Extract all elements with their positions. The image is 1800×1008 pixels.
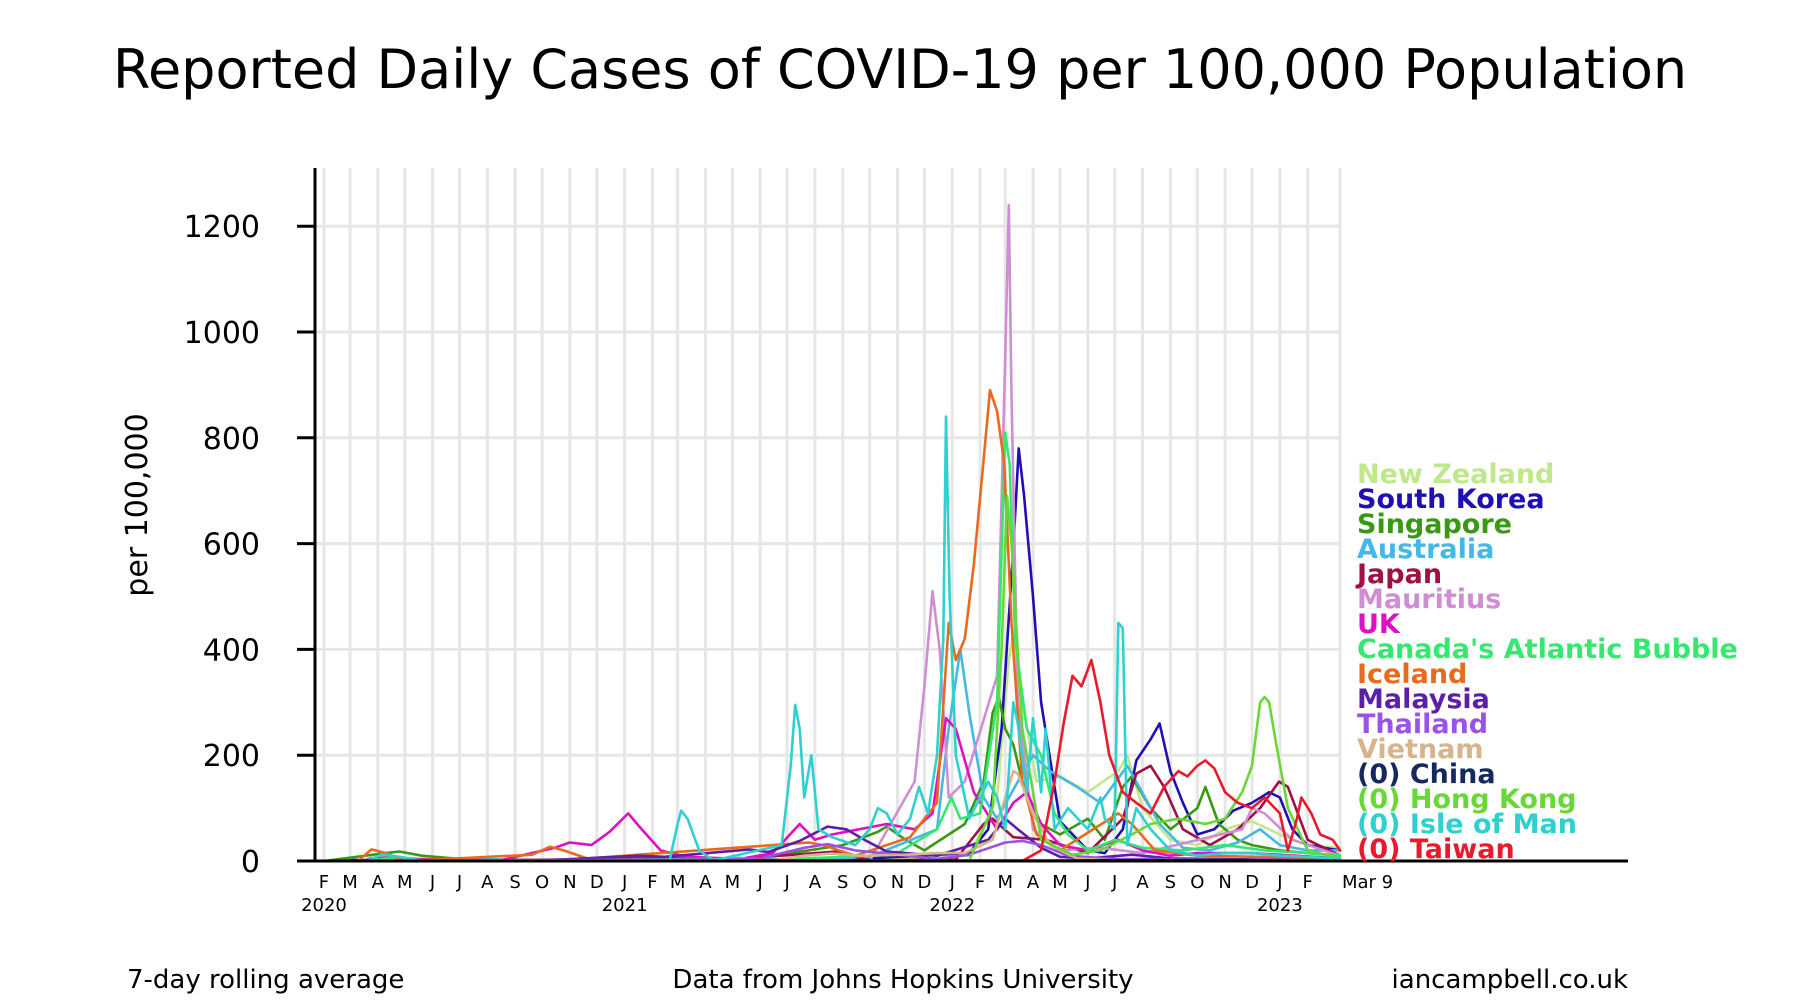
x-month-label: S [509, 872, 520, 893]
y-tick-label: 200 [203, 739, 260, 774]
series-line-uk [356, 716, 1342, 863]
series-layer [313, 203, 1342, 863]
x-month-label: F [319, 872, 329, 893]
x-month-label: J [1276, 872, 1282, 893]
x-month-label: D [917, 872, 931, 893]
x-month-label: M [1052, 872, 1068, 893]
x-year-label: 2021 [602, 895, 648, 916]
series-line-mauritius [365, 203, 1342, 863]
x-ticks: F M A M J J A S O N D J F M A M J J A S O N D J F M A M J J A S O N D J F Mar… [301, 872, 1393, 916]
legend-item-0-taiwan: (0) Taiwan [1357, 834, 1515, 865]
x-end-label: Mar 9 [1342, 872, 1393, 893]
grid-layer [315, 168, 1342, 861]
x-month-label: J [1084, 872, 1090, 893]
series-line-0-taiwan [313, 658, 1342, 863]
series-line-vietnam [365, 769, 1342, 863]
axes-layer [297, 168, 1628, 863]
series-line-japan [348, 764, 1342, 863]
legend-item-malaysia: Malaysia [1357, 684, 1490, 715]
x-month-label: O [535, 872, 549, 893]
x-month-label: O [1190, 872, 1204, 893]
x-month-label: A [372, 872, 385, 893]
legend-item-singapore: Singapore [1357, 509, 1512, 540]
footer-left-note: 7-day rolling average [127, 965, 404, 995]
x-month-label: J [621, 872, 627, 893]
x-year-label: 2023 [1257, 895, 1303, 916]
y-ticks: 0 200 400 600 800 1000 1200 [184, 210, 315, 880]
series-line-iceland [356, 388, 1342, 863]
x-month-label: O [863, 872, 877, 893]
legend-item-canada-s-atlantic-bubble: Canada's Atlantic Bubble [1357, 634, 1738, 665]
y-tick-label: 400 [203, 633, 260, 668]
series-line-canada-s-atlantic-bubble [365, 431, 1342, 863]
y-tick-label: 0 [241, 845, 260, 880]
x-month-label: N [1218, 872, 1231, 893]
legend-item-new-zealand: New Zealand [1357, 459, 1554, 490]
legend-item-0-isle-of-man: (0) Isle of Man [1357, 809, 1577, 840]
x-month-label: F [1303, 872, 1313, 893]
series-line-0-hong-kong [313, 494, 1342, 863]
x-month-label: J [757, 872, 763, 893]
x-month-label: J [1111, 872, 1117, 893]
x-month-label: J [783, 872, 789, 893]
x-month-label: M [397, 872, 413, 893]
x-month-label: A [699, 872, 712, 893]
footer-credit: iancampbell.co.uk [1392, 965, 1628, 995]
legend-item-uk: UK [1357, 609, 1401, 640]
legend-item-mauritius: Mauritius [1357, 584, 1501, 615]
legend-item-japan: Japan [1355, 559, 1442, 590]
x-month-label: S [1165, 872, 1176, 893]
x-month-label: N [563, 872, 576, 893]
x-month-label: A [481, 872, 494, 893]
footer-source: Data from Johns Hopkins University [672, 965, 1133, 995]
legend-item-south-korea: South Korea [1357, 484, 1545, 515]
y-tick-label: 800 [203, 422, 260, 457]
x-year-label: 2022 [929, 895, 975, 916]
legend-item-vietnam: Vietnam [1357, 734, 1483, 765]
chart-title: Reported Daily Cases of COVID-19 per 100… [113, 38, 1687, 101]
y-tick-label: 1200 [184, 210, 260, 245]
y-tick-label: 600 [203, 528, 260, 563]
x-month-label: N [891, 872, 904, 893]
x-month-label: J [949, 872, 955, 893]
x-month-label: A [1136, 872, 1149, 893]
x-month-label: S [837, 872, 848, 893]
y-axis-label: per 100,000 [120, 413, 155, 596]
series-line-0-isle-of-man [365, 415, 1342, 863]
x-month-label: D [1245, 872, 1259, 893]
legend-item-thailand: Thailand [1357, 709, 1488, 740]
x-month-label: D [590, 872, 604, 893]
x-month-label: J [456, 872, 462, 893]
x-month-label: M [997, 872, 1013, 893]
legend-item-iceland: Iceland [1357, 659, 1467, 690]
x-month-label: M [342, 872, 358, 893]
x-month-label: M [670, 872, 686, 893]
legend-item-0-hong-kong: (0) Hong Kong [1357, 784, 1577, 815]
y-tick-label: 1000 [184, 316, 260, 351]
x-month-label: A [809, 872, 822, 893]
legend-item-australia: Australia [1357, 534, 1494, 565]
x-month-label: J [429, 872, 435, 893]
x-year-label: 2020 [301, 895, 347, 916]
x-month-label: A [1027, 872, 1040, 893]
series-line-thailand [365, 839, 1342, 863]
x-month-label: F [975, 872, 985, 893]
x-month-label: F [647, 872, 657, 893]
x-month-label: M [725, 872, 741, 893]
legend-item-0-china: (0) China [1357, 759, 1496, 790]
